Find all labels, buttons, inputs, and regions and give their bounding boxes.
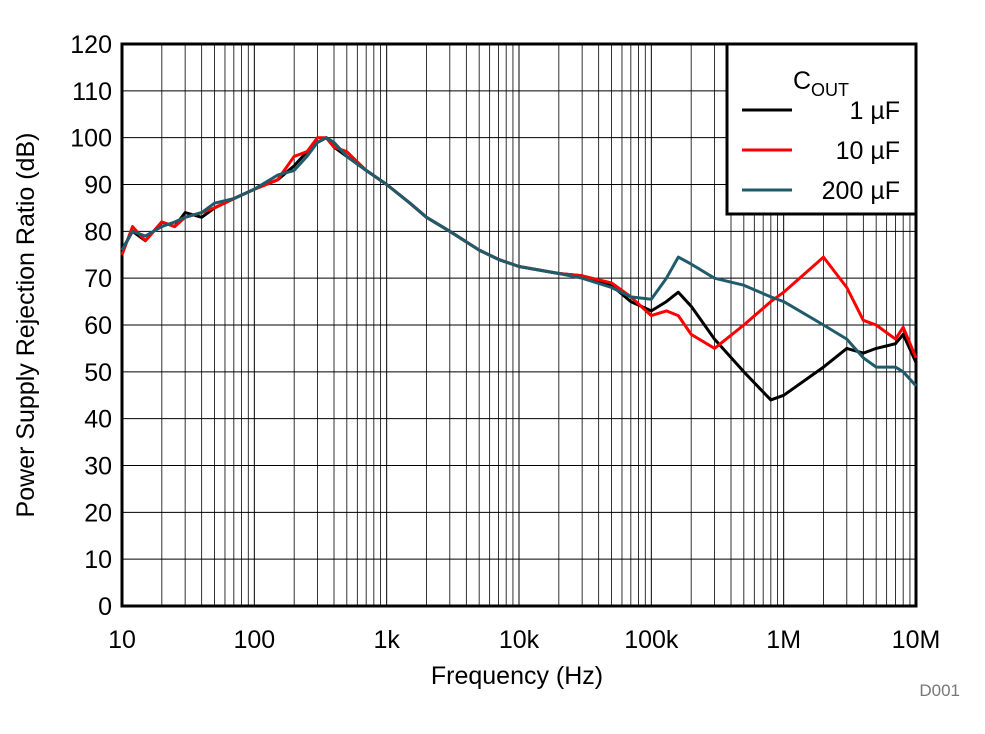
- watermark: D001: [919, 681, 960, 700]
- x-tick-label: 10k: [499, 626, 540, 654]
- plot-frame: [120, 42, 918, 608]
- x-tick-label: 1M: [766, 626, 801, 654]
- y-tick-label: 40: [84, 406, 112, 434]
- y-tick-label: 60: [84, 312, 112, 340]
- y-tick-label: 110: [72, 78, 112, 106]
- y-tick-label: 80: [84, 218, 112, 246]
- series-line: [120, 136, 918, 387]
- x-tick-label: 100: [233, 626, 275, 654]
- legend-title-main: C: [793, 67, 811, 95]
- y-tick-label: 20: [84, 499, 112, 527]
- x-axis-label: Frequency (Hz): [431, 662, 603, 690]
- y-tick-label: 50: [84, 359, 112, 387]
- y-axis-label: Power Supply Rejection Ratio (dB): [12, 133, 40, 518]
- y-tick-label: 70: [84, 265, 112, 293]
- legend-title: COUT: [793, 67, 849, 100]
- x-tick-label: 1k: [373, 626, 400, 654]
- legend-label: 200 µF: [822, 177, 900, 205]
- x-tick-label: 100k: [624, 626, 679, 654]
- legend-title-sub: OUT: [811, 80, 849, 100]
- legend-label: 10 µF: [836, 137, 900, 165]
- x-tick-label: 10M: [892, 626, 941, 654]
- y-tick-label: 120: [70, 31, 112, 59]
- y-tick-label: 0: [98, 593, 112, 621]
- y-tick-label: 100: [70, 125, 112, 153]
- x-tick-label: 10: [108, 626, 136, 654]
- legend-box: [725, 42, 918, 216]
- y-tick-label: 30: [84, 453, 112, 481]
- y-tick-label: 10: [84, 546, 112, 574]
- legend-label: 1 µF: [849, 97, 900, 125]
- y-tick-label: 90: [84, 172, 112, 200]
